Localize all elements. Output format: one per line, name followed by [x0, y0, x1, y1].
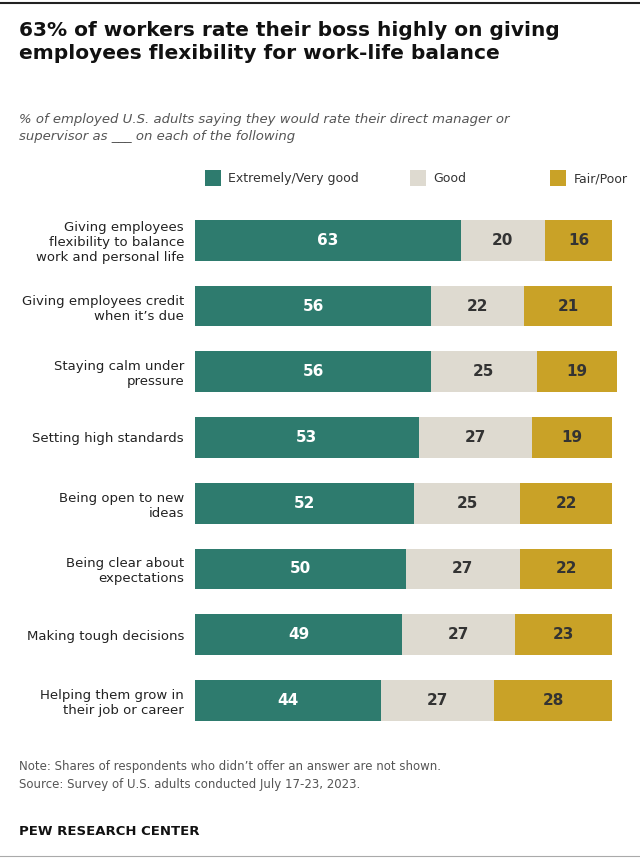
Bar	[461, 220, 545, 260]
Bar	[536, 351, 616, 392]
Bar	[419, 417, 532, 458]
Bar	[195, 483, 414, 523]
Text: 27: 27	[452, 562, 474, 576]
Text: 44: 44	[277, 693, 298, 708]
Bar	[195, 351, 431, 392]
Bar	[431, 351, 536, 392]
Text: Note: Shares of respondents who didn’t offer an answer are not shown.
Source: Su: Note: Shares of respondents who didn’t o…	[19, 760, 441, 791]
Text: 52: 52	[294, 496, 316, 510]
Text: 27: 27	[448, 627, 469, 642]
Text: 63% of workers rate their boss highly on giving
employees flexibility for work-l: 63% of workers rate their boss highly on…	[19, 21, 560, 64]
Text: 22: 22	[556, 562, 577, 576]
Bar	[406, 549, 520, 589]
Text: Extremely/Very good: Extremely/Very good	[228, 172, 359, 186]
Text: 22: 22	[467, 299, 488, 314]
Bar	[195, 549, 406, 589]
Bar	[195, 614, 402, 655]
Bar	[494, 680, 612, 721]
Bar	[520, 483, 612, 523]
Text: 56: 56	[303, 299, 324, 314]
Text: 19: 19	[562, 430, 583, 445]
Text: 22: 22	[556, 496, 577, 510]
Text: 25: 25	[473, 364, 495, 379]
Bar	[402, 614, 515, 655]
Text: 28: 28	[543, 693, 564, 708]
Text: 23: 23	[553, 627, 575, 642]
Text: 21: 21	[557, 299, 579, 314]
Text: 56: 56	[303, 364, 324, 379]
Text: 49: 49	[288, 627, 309, 642]
Text: Fair/Poor: Fair/Poor	[574, 172, 628, 186]
Text: 27: 27	[465, 430, 486, 445]
Text: Good: Good	[433, 172, 467, 186]
Text: 25: 25	[456, 496, 477, 510]
Bar	[195, 220, 461, 260]
Bar	[195, 680, 381, 721]
Text: 27: 27	[427, 693, 448, 708]
Bar	[414, 483, 520, 523]
Bar	[195, 417, 419, 458]
Text: % of employed U.S. adults saying they would rate their direct manager or
supervi: % of employed U.S. adults saying they wo…	[19, 113, 509, 143]
Bar	[524, 286, 612, 326]
Text: 50: 50	[290, 562, 311, 576]
Bar	[532, 417, 612, 458]
Bar	[520, 549, 612, 589]
Bar	[195, 286, 431, 326]
Text: 20: 20	[492, 233, 513, 247]
Text: 63: 63	[317, 233, 339, 247]
Text: PEW RESEARCH CENTER: PEW RESEARCH CENTER	[19, 825, 200, 838]
Text: 16: 16	[568, 233, 589, 247]
Bar	[515, 614, 612, 655]
Text: 19: 19	[566, 364, 587, 379]
Bar	[381, 680, 494, 721]
Text: 53: 53	[296, 430, 317, 445]
Bar	[545, 220, 612, 260]
Bar	[431, 286, 524, 326]
